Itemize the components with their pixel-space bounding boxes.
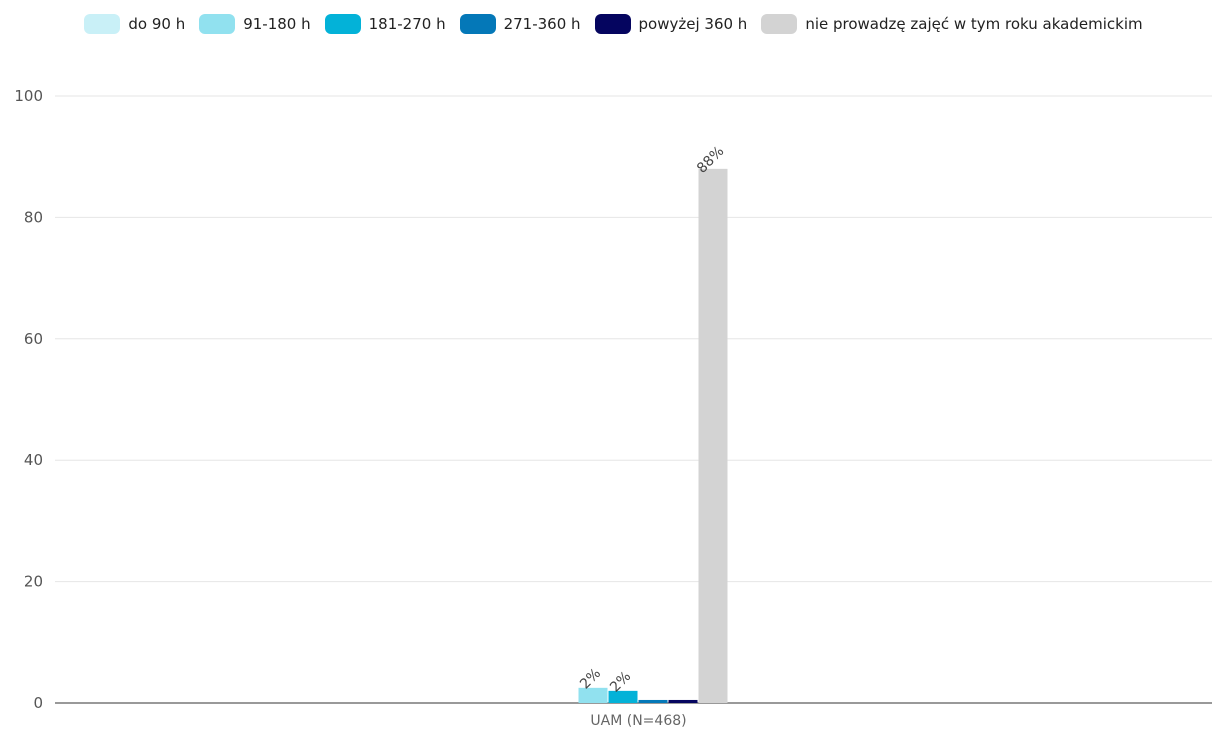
legend-swatch xyxy=(459,14,496,34)
x-category-label: UAM (N=468) xyxy=(590,713,686,729)
legend-item[interactable]: 271-360 h xyxy=(459,14,581,34)
y-tick-label: 40 xyxy=(24,451,43,469)
legend-swatch xyxy=(84,14,121,34)
legend-label: 181-270 h xyxy=(368,15,446,33)
legend-swatch xyxy=(199,14,236,34)
chart-legend: do 90 h 91-180 h 181-270 h 271-360 h powyżej… xyxy=(0,10,1227,38)
bar[interactable] xyxy=(698,168,728,704)
y-tick-label: 20 xyxy=(24,573,43,591)
bar[interactable] xyxy=(578,687,608,703)
bar[interactable] xyxy=(668,699,698,703)
bar[interactable] xyxy=(638,699,668,703)
legend-label: 91-180 h xyxy=(243,15,311,33)
legend-label: nie prowadzę zajęć w tym roku akademicki… xyxy=(805,15,1143,33)
y-tick-label: 60 xyxy=(24,330,43,348)
legend-label: powyżej 360 h xyxy=(638,15,748,33)
legend-label: 271-360 h xyxy=(503,15,581,33)
legend-item[interactable]: powyżej 360 h xyxy=(594,14,748,34)
y-tick-label: 80 xyxy=(24,208,43,226)
legend-item[interactable]: nie prowadzę zajęć w tym roku akademicki… xyxy=(761,14,1143,34)
legend-swatch xyxy=(594,14,631,34)
bar[interactable] xyxy=(608,690,638,703)
y-tick-label: 100 xyxy=(14,87,43,105)
legend-item[interactable]: 91-180 h xyxy=(199,14,311,34)
legend-label: do 90 h xyxy=(128,15,186,33)
legend-swatch xyxy=(761,14,798,34)
legend-swatch xyxy=(324,14,361,34)
y-tick-label: 0 xyxy=(33,694,43,712)
legend-item[interactable]: 181-270 h xyxy=(324,14,446,34)
legend-item[interactable]: do 90 h xyxy=(84,14,185,34)
